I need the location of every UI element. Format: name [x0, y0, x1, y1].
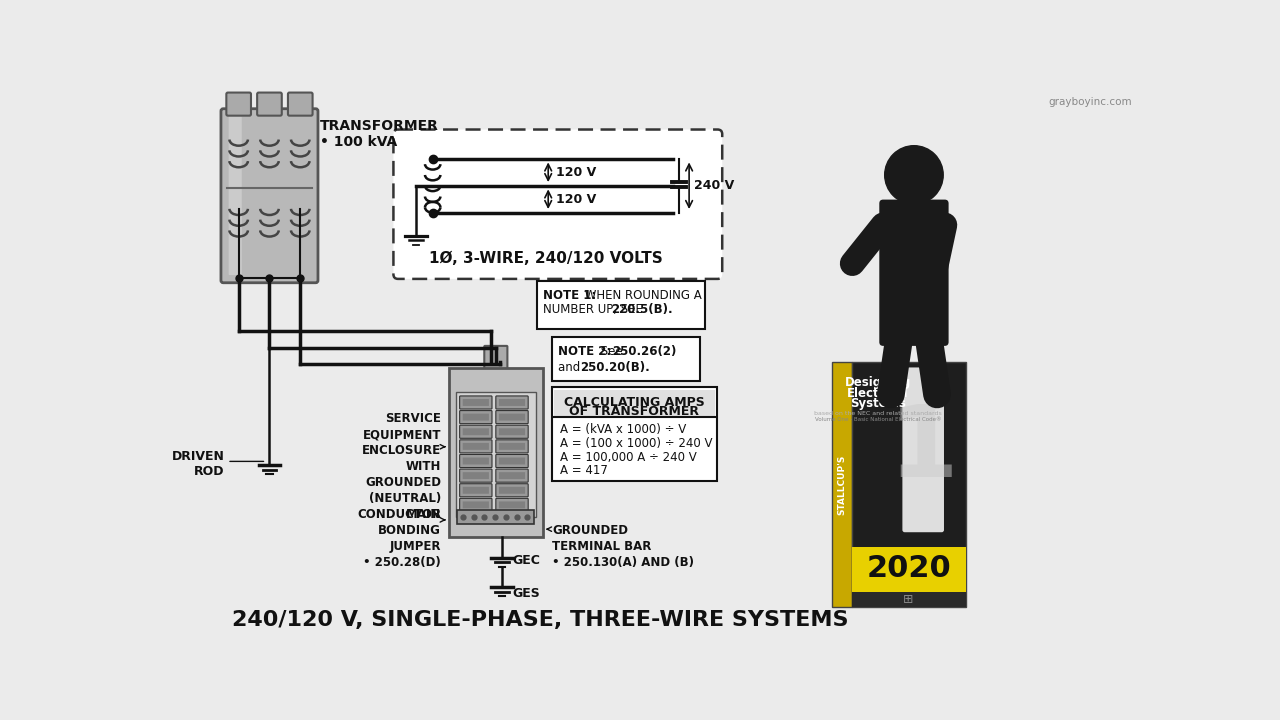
Text: 120 V: 120 V — [556, 166, 596, 179]
FancyBboxPatch shape — [484, 346, 507, 371]
FancyBboxPatch shape — [221, 109, 317, 283]
Text: 2020: 2020 — [867, 554, 951, 583]
Text: OF TRANSFORMER: OF TRANSFORMER — [570, 405, 699, 418]
FancyBboxPatch shape — [499, 472, 525, 479]
FancyBboxPatch shape — [229, 117, 242, 275]
FancyBboxPatch shape — [495, 484, 529, 497]
FancyBboxPatch shape — [499, 501, 525, 508]
FancyBboxPatch shape — [460, 498, 492, 511]
FancyBboxPatch shape — [460, 484, 492, 497]
Text: MAIN
BONDING
JUMPER
• 250.28(D): MAIN BONDING JUMPER • 250.28(D) — [364, 508, 442, 570]
FancyBboxPatch shape — [456, 392, 536, 517]
Text: NOTE 1:: NOTE 1: — [543, 289, 596, 302]
FancyBboxPatch shape — [495, 440, 529, 453]
Text: and: and — [558, 361, 584, 374]
Text: NUMBER UP, SEE: NUMBER UP, SEE — [543, 303, 646, 316]
FancyBboxPatch shape — [463, 501, 489, 508]
FancyBboxPatch shape — [554, 390, 714, 417]
Text: A = 417: A = 417 — [559, 464, 608, 477]
FancyBboxPatch shape — [499, 487, 525, 494]
FancyBboxPatch shape — [495, 410, 529, 423]
Text: See: See — [596, 345, 626, 358]
Text: 240 V: 240 V — [694, 179, 733, 192]
Text: 220.5(B).: 220.5(B). — [612, 303, 673, 316]
Text: WHEN ROUNDING A: WHEN ROUNDING A — [581, 289, 701, 302]
Text: grayboyinc.com: grayboyinc.com — [1048, 97, 1132, 107]
FancyBboxPatch shape — [463, 399, 489, 406]
Text: Volume One - Basic National Electrical Code®: Volume One - Basic National Electrical C… — [814, 418, 941, 423]
FancyBboxPatch shape — [463, 428, 489, 435]
Text: Electrical: Electrical — [847, 387, 909, 400]
Circle shape — [884, 145, 943, 204]
FancyBboxPatch shape — [460, 410, 492, 423]
FancyBboxPatch shape — [495, 396, 529, 409]
FancyBboxPatch shape — [499, 443, 525, 450]
FancyBboxPatch shape — [463, 457, 489, 464]
FancyBboxPatch shape — [257, 93, 282, 116]
FancyBboxPatch shape — [495, 469, 529, 482]
Text: 120 V: 120 V — [556, 193, 596, 206]
Text: A = 100,000 A ÷ 240 V: A = 100,000 A ÷ 240 V — [559, 451, 696, 464]
FancyBboxPatch shape — [851, 362, 966, 607]
FancyBboxPatch shape — [288, 93, 312, 116]
FancyBboxPatch shape — [499, 428, 525, 435]
Text: 250.20(B).: 250.20(B). — [580, 361, 649, 374]
Text: GEC: GEC — [513, 554, 540, 567]
FancyBboxPatch shape — [463, 487, 489, 494]
Text: ⊞: ⊞ — [904, 593, 914, 606]
Text: GROUNDED
TERMINAL BAR
• 250.130(A) AND (B): GROUNDED TERMINAL BAR • 250.130(A) AND (… — [552, 523, 694, 569]
Text: SERVICE
EQUIPMENT
ENCLOSURE
WITH
GROUNDED
(NEUTRAL)
CONDUCTOR: SERVICE EQUIPMENT ENCLOSURE WITH GROUNDE… — [357, 412, 442, 521]
FancyBboxPatch shape — [851, 547, 966, 592]
FancyBboxPatch shape — [495, 426, 529, 438]
FancyBboxPatch shape — [460, 469, 492, 482]
Text: Designing: Designing — [845, 376, 911, 389]
Text: DRIVEN
ROD: DRIVEN ROD — [172, 450, 225, 478]
FancyBboxPatch shape — [457, 510, 534, 523]
FancyBboxPatch shape — [460, 426, 492, 438]
FancyBboxPatch shape — [552, 338, 700, 381]
FancyBboxPatch shape — [499, 414, 525, 420]
Text: Systems: Systems — [850, 397, 906, 410]
FancyBboxPatch shape — [495, 454, 529, 467]
Text: 1Ø, 3-WIRE, 240/120 VOLTS: 1Ø, 3-WIRE, 240/120 VOLTS — [429, 251, 663, 266]
FancyBboxPatch shape — [463, 414, 489, 420]
FancyBboxPatch shape — [393, 130, 722, 279]
Text: based on the NEC and related standards: based on the NEC and related standards — [814, 411, 942, 416]
FancyBboxPatch shape — [227, 93, 251, 116]
Text: STALLCUP'S: STALLCUP'S — [837, 454, 846, 515]
Text: A = (kVA x 1000) ÷ V: A = (kVA x 1000) ÷ V — [559, 423, 686, 436]
FancyBboxPatch shape — [851, 592, 966, 607]
FancyBboxPatch shape — [460, 440, 492, 453]
Text: GES: GES — [513, 587, 540, 600]
FancyBboxPatch shape — [463, 472, 489, 479]
Text: 250.26(2): 250.26(2) — [612, 345, 677, 358]
Text: NOTE 2:: NOTE 2: — [558, 345, 612, 358]
FancyBboxPatch shape — [460, 454, 492, 467]
FancyBboxPatch shape — [879, 199, 948, 346]
Text: 1: 1 — [888, 401, 957, 498]
FancyBboxPatch shape — [536, 282, 705, 329]
Text: CALCULATING AMPS: CALCULATING AMPS — [564, 396, 705, 409]
FancyBboxPatch shape — [902, 367, 943, 532]
Text: A = (100 x 1000) ÷ 240 V: A = (100 x 1000) ÷ 240 V — [559, 437, 712, 450]
FancyBboxPatch shape — [449, 368, 543, 537]
FancyBboxPatch shape — [495, 498, 529, 511]
Text: 240/120 V, SINGLE-PHASE, THREE-WIRE SYSTEMS: 240/120 V, SINGLE-PHASE, THREE-WIRE SYST… — [232, 610, 849, 630]
FancyBboxPatch shape — [832, 362, 851, 607]
FancyBboxPatch shape — [499, 399, 525, 406]
FancyBboxPatch shape — [460, 396, 492, 409]
FancyBboxPatch shape — [499, 457, 525, 464]
FancyBboxPatch shape — [463, 443, 489, 450]
FancyBboxPatch shape — [552, 387, 717, 482]
Text: TRANSFORMER
• 100 kVA: TRANSFORMER • 100 kVA — [320, 119, 438, 149]
